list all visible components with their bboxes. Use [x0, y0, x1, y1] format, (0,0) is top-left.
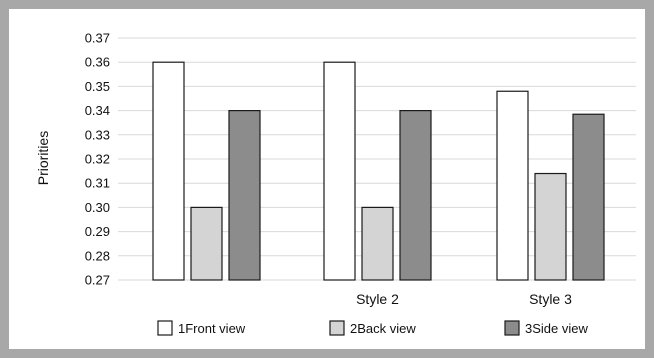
- bar-3-group-3: [572, 113, 605, 281]
- bar-1-group-1: [152, 61, 185, 281]
- legend: 1Front view 2Back view 3Side view: [157, 320, 588, 336]
- legend-label-1: 1Front view: [178, 321, 246, 336]
- bar-3-group-2: [399, 109, 432, 281]
- y-tick-label: 0.31: [85, 176, 110, 191]
- legend-label-2: 2Back view: [350, 321, 416, 336]
- y-tick-label: 0.33: [85, 127, 110, 142]
- legend-label-3: 3Side view: [525, 321, 588, 336]
- legend-swatch-1: [157, 320, 173, 336]
- bars: [152, 61, 605, 281]
- y-tick-label: 0.28: [85, 248, 110, 263]
- bar-3-group-1: [228, 109, 261, 281]
- legend-swatch-3: [504, 320, 520, 336]
- y-tick-labels: 0.27 0.28 0.29 0.30 0.31 0.32 0.33 0.34 0.35 0.36…: [85, 31, 110, 288]
- y-tick-label: 0.36: [85, 55, 110, 70]
- y-tick-label: 0.29: [85, 224, 110, 239]
- y-axis-title: Priorities: [35, 131, 51, 185]
- y-tick-label: 0.32: [85, 152, 110, 167]
- bar-2-group-3: [534, 172, 567, 281]
- y-tick-label: 0.27: [85, 273, 110, 288]
- category-labels: Style 2 Style 3: [356, 291, 572, 307]
- category-label: Style 3: [529, 291, 572, 307]
- y-tick-label: 0.34: [85, 103, 110, 118]
- legend-swatch-2: [329, 320, 345, 336]
- y-tick-label: 0.30: [85, 200, 110, 215]
- bar-2-group-2: [361, 206, 394, 281]
- y-tick-label: 0.37: [85, 31, 110, 46]
- bar-2-group-1: [190, 206, 223, 281]
- y-tick-label: 0.35: [85, 79, 110, 94]
- category-label: Style 2: [356, 291, 399, 307]
- bar-1-group-3: [496, 90, 529, 281]
- bar-1-group-2: [323, 61, 356, 281]
